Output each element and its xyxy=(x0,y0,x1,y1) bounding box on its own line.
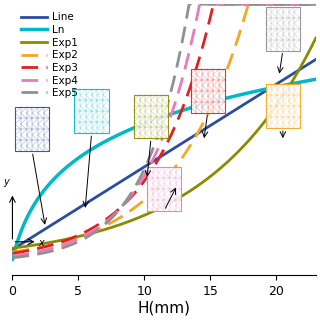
Line: Exp3: Exp3 xyxy=(12,4,316,253)
Exp1 xyxy=(307,51,310,54)
Exp3 xyxy=(156,157,160,161)
Exp3 xyxy=(11,252,14,255)
Exp1 xyxy=(11,246,14,250)
Line xyxy=(11,247,14,251)
Exp3 xyxy=(314,2,318,6)
Exp5 xyxy=(260,2,264,6)
Exp4 xyxy=(11,254,14,258)
Exp1 xyxy=(314,36,318,40)
Exp5 xyxy=(11,256,14,260)
Exp5 xyxy=(307,2,311,6)
Exp3 xyxy=(155,160,158,164)
Exp1 xyxy=(259,124,263,128)
Ln xyxy=(175,110,179,114)
Exp4 xyxy=(155,150,158,154)
Line: Exp1: Exp1 xyxy=(12,38,316,248)
Ln xyxy=(259,88,263,92)
Exp3 xyxy=(175,121,179,124)
Ln xyxy=(156,116,160,120)
Ln xyxy=(191,105,195,109)
Line: Ln: Ln xyxy=(12,79,316,259)
Exp2 xyxy=(260,2,264,6)
Exp4 xyxy=(307,2,311,6)
Exp2 xyxy=(155,187,158,190)
Exp1 xyxy=(175,197,179,201)
Text: y: y xyxy=(3,177,9,187)
Ln xyxy=(155,117,158,121)
Exp5 xyxy=(155,137,158,141)
Ln xyxy=(314,77,318,81)
Exp3 xyxy=(307,2,311,6)
Ln xyxy=(307,79,310,83)
X-axis label: H(mm): H(mm) xyxy=(138,301,191,316)
Exp4 xyxy=(260,2,264,6)
Line xyxy=(156,156,160,160)
Bar xyxy=(134,94,168,139)
Bar xyxy=(147,167,181,211)
Exp5 xyxy=(314,2,318,6)
Line xyxy=(191,134,195,138)
Exp4 xyxy=(156,146,160,150)
Exp3 xyxy=(191,77,195,81)
Exp5 xyxy=(188,2,191,6)
Exp3 xyxy=(260,2,264,6)
Exp2 xyxy=(175,164,179,167)
Exp2 xyxy=(11,250,14,254)
Exp4 xyxy=(314,2,318,6)
Line xyxy=(314,58,318,61)
Exp5 xyxy=(175,66,179,70)
Bar xyxy=(190,69,225,113)
Legend: Line, Ln, Exp1, Exp2, Exp3, Exp4, Exp5: Line, Ln, Exp1, Exp2, Exp3, Exp4, Exp5 xyxy=(18,9,81,101)
Exp3 xyxy=(212,2,216,6)
Bar xyxy=(266,84,300,128)
Line: Exp2: Exp2 xyxy=(12,4,316,252)
Line xyxy=(307,62,310,66)
Exp2 xyxy=(156,185,160,188)
Exp4 xyxy=(175,96,179,100)
Exp1 xyxy=(156,207,160,211)
Bar xyxy=(266,7,300,51)
Exp1 xyxy=(191,187,195,191)
Line: Exp5: Exp5 xyxy=(12,4,316,258)
Exp2 xyxy=(246,2,250,6)
Bar xyxy=(15,108,49,151)
Exp5 xyxy=(156,132,160,136)
Line xyxy=(155,157,158,161)
Text: x: x xyxy=(39,238,44,248)
Line xyxy=(175,145,179,148)
Line: Exp4: Exp4 xyxy=(12,4,316,256)
Line: Line: Line xyxy=(12,60,316,249)
Exp2 xyxy=(191,139,195,143)
Exp1 xyxy=(155,208,158,212)
Exp2 xyxy=(314,2,318,6)
Exp4 xyxy=(198,2,202,6)
Exp2 xyxy=(307,2,311,6)
Exp4 xyxy=(191,33,195,37)
Exp5 xyxy=(192,2,196,6)
Ln xyxy=(11,257,14,261)
Line xyxy=(259,92,263,96)
Bar xyxy=(75,89,109,133)
